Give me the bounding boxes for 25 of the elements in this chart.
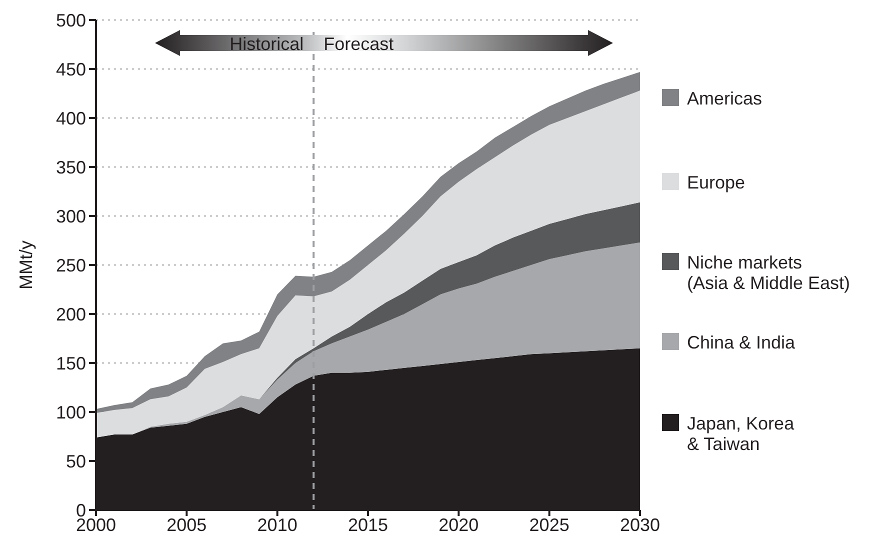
y-tick-label: 350 <box>56 157 86 178</box>
y-tick-label: 50 <box>66 451 86 472</box>
y-tick-label: 400 <box>56 108 86 128</box>
x-tick-label: 2000 <box>76 515 116 535</box>
x-tick-label: 2010 <box>257 515 298 535</box>
legend-label: Niche markets (Asia & Middle East) <box>687 252 850 293</box>
x-tick-label: 2015 <box>348 515 388 535</box>
y-tick-label: 450 <box>56 59 86 80</box>
x-tick-label: 2030 <box>620 515 660 535</box>
annotation: Forecast <box>324 34 394 54</box>
y-tick-label: 250 <box>56 255 86 276</box>
y-tick-label: 500 <box>56 10 86 30</box>
annotation: Historical <box>230 34 304 54</box>
legend-label: China & India <box>687 332 796 352</box>
y-axis-title: MMt/y <box>16 240 36 290</box>
legend-label: Europe <box>687 172 746 192</box>
x-tick-label: 2025 <box>529 515 570 535</box>
x-tick-label: 2020 <box>438 515 479 535</box>
y-tick-label: 200 <box>56 304 86 324</box>
y-tick-label: 150 <box>56 353 86 374</box>
y-tick-label: 100 <box>56 402 86 422</box>
y-tick-label: 300 <box>56 206 86 226</box>
x-tick-label: 2005 <box>166 515 207 535</box>
legend-label: Americas <box>687 88 762 108</box>
legend-label: Japan, Korea & Taiwan <box>687 413 796 454</box>
